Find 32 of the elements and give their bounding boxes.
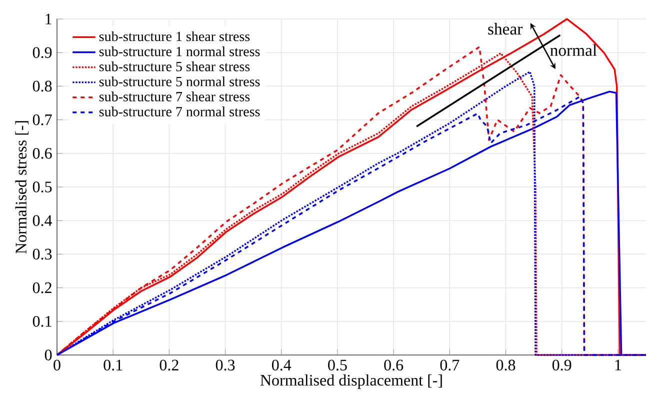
x-tick-label: 0.9 [552,360,572,371]
legend-label: sub-structure 5 shear stress [99,61,250,72]
y-tick-label: 0 [44,350,52,360]
y-tick-label: 0.8 [32,80,52,92]
y-tick-label: 0.3 [32,248,52,260]
x-tick-label: 0.5 [328,360,347,371]
annotation: normal [550,44,597,56]
y-tick-label: 0.9 [32,47,52,58]
legend-label: sub-structure 7 shear stress [99,92,250,102]
x-tick-label: 0.3 [216,360,235,371]
y-tick-label: 0.7 [32,114,52,126]
x-tick-label: 0.6 [384,360,404,371]
y-tick-label: 0.1 [32,316,52,327]
legend-label: sub-structure 1 normal stress [99,46,260,56]
y-tick-label: 0.4 [32,215,52,226]
y-tick-label: 0.2 [32,282,52,294]
legend-label: sub-structure 7 normal stress [99,106,260,116]
y-tick-label: 1 [46,14,52,24]
y-axis-title: Normalised stress [-] [15,121,28,254]
x-tick-label: 0 [54,360,60,370]
annotation: shear [488,22,523,35]
x-tick-label: 0.1 [104,360,122,371]
legend-label: sub-structure 5 normal stress [99,76,260,86]
x-tick-label: 0.4 [272,360,292,371]
x-tick-label: 1 [615,360,621,370]
x-tick-label: 0.2 [160,360,178,371]
y-tick-label: 0.6 [32,148,52,159]
x-axis-title: Normalised displacement [-] [260,374,442,389]
y-tick-label: 0.5 [32,182,52,192]
legend-label: sub-structure 1 shear stress [99,31,250,42]
x-tick-label: 0.8 [496,360,516,371]
x-tick-label: 0.7 [440,360,460,371]
